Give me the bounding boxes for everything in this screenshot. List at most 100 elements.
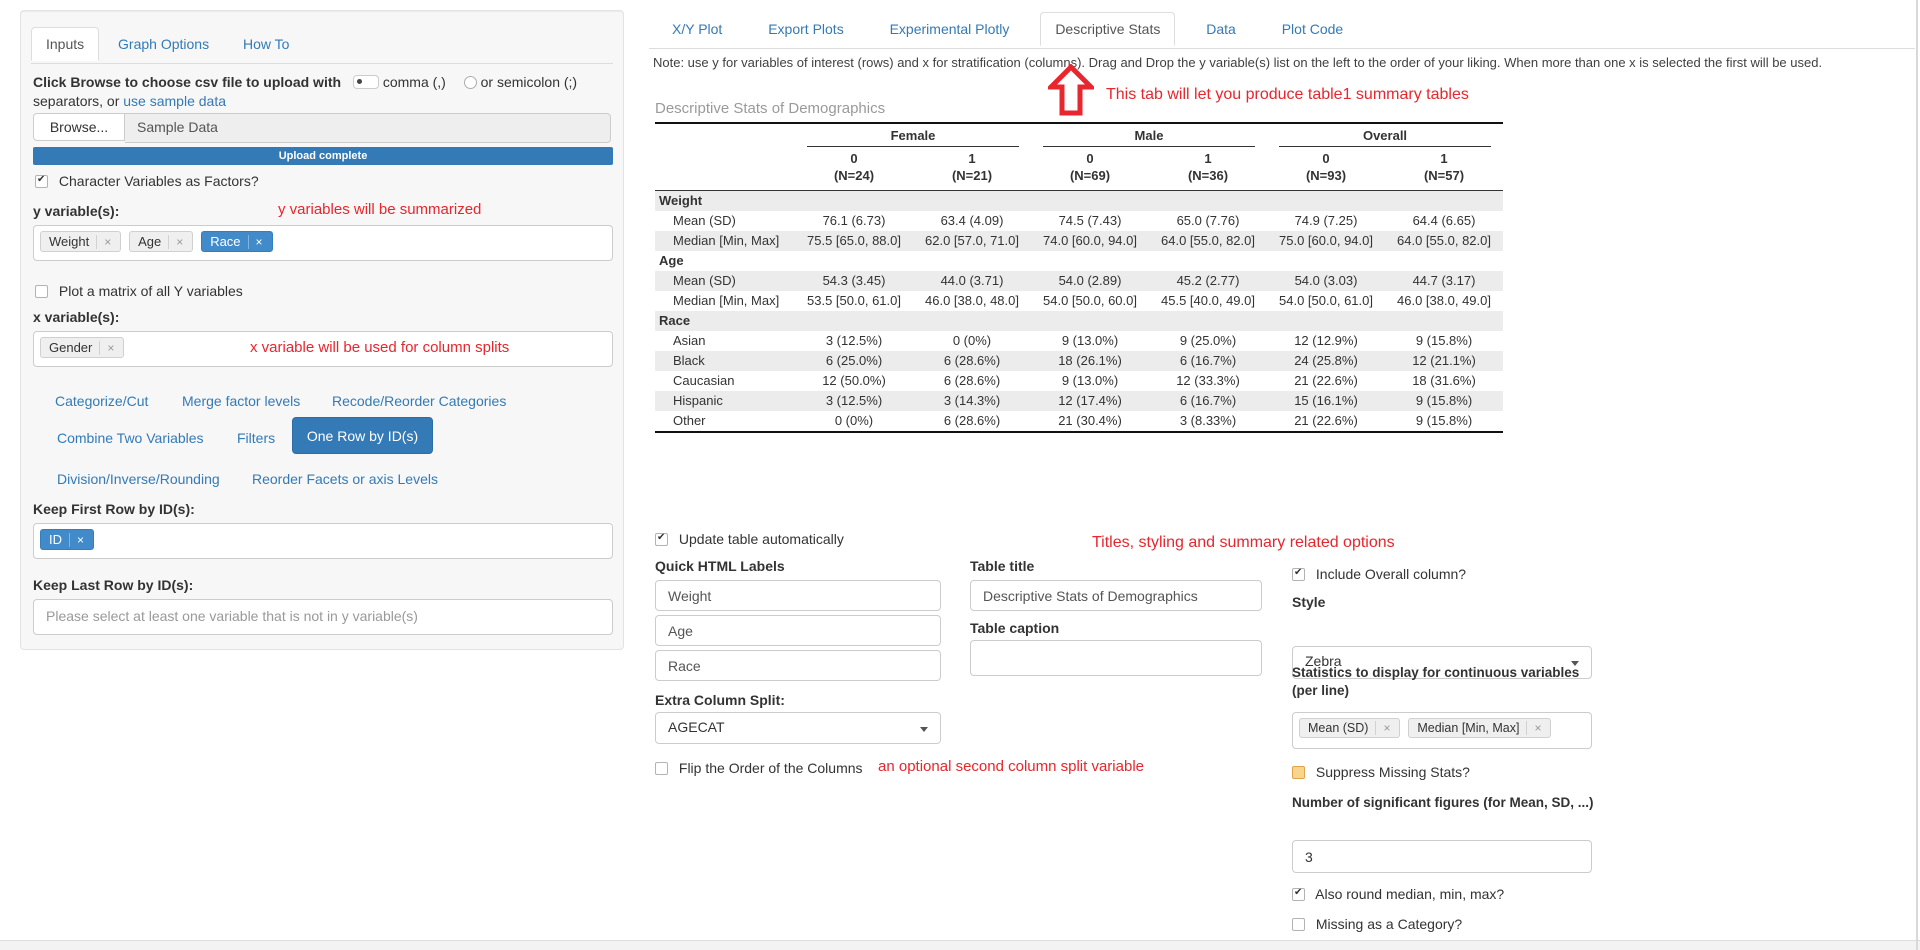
table-row: Mean (SD) 76.1 (6.73) 63.4 (4.09) 74.5 (7.4… [655, 211, 1503, 231]
link-merge-factor-levels[interactable]: Merge factor levels [182, 393, 301, 409]
cell-value: 74.9 (7.25) [1294, 213, 1358, 228]
table-caption-input[interactable] [970, 640, 1262, 676]
link-filters[interactable]: Filters [237, 430, 276, 446]
table-section-row: Race [655, 311, 1503, 331]
tab-descriptive-stats[interactable]: Descriptive Stats [1040, 12, 1176, 46]
plot-matrix-label[interactable]: Plot a matrix of all Y variables [58, 283, 243, 299]
tab-xy-plot[interactable]: X/Y Plot [672, 21, 723, 37]
remove-token-icon[interactable] [99, 341, 122, 355]
remove-token-icon[interactable] [1526, 721, 1549, 735]
use-sample-data-link[interactable]: use sample data [123, 93, 226, 109]
style-select[interactable]: Zebra [1292, 646, 1592, 679]
remove-token-icon[interactable] [69, 533, 92, 547]
tab-experimental-plotly[interactable]: Experimental Plotly [889, 21, 1010, 37]
table-group-row: Female Male Overall [655, 122, 1503, 147]
flip-columns-checkbox[interactable] [655, 762, 668, 775]
char-factors-label[interactable]: Character Variables as Factors? [58, 173, 259, 189]
remove-token-icon[interactable] [96, 235, 119, 249]
remove-token-icon[interactable] [168, 235, 191, 249]
cell-value: 64.4 (6.65) [1412, 213, 1476, 228]
tab-inputs[interactable]: Inputs [31, 27, 100, 61]
table-corner-cell [655, 147, 795, 191]
sigfig-input[interactable] [1292, 840, 1592, 873]
red-up-arrow-icon [1048, 64, 1094, 116]
tab-graph-options[interactable]: Graph Options [118, 36, 210, 52]
quick-label-input-2[interactable] [655, 615, 941, 646]
x-variables-input[interactable]: Gender [33, 331, 613, 367]
y-token-weight[interactable]: Weight [40, 231, 122, 252]
cell-value: 21 (22.6%) [1267, 411, 1385, 433]
tab-data[interactable]: Data [1206, 21, 1236, 37]
tab-export-plots[interactable]: Export Plots [768, 21, 844, 37]
section-label: Age [659, 253, 684, 268]
cell-value: 53.5 [50.0, 61.0] [807, 293, 901, 308]
table-row: Median [Min, Max] 53.5 [50.0, 61.0] 46.0 [… [655, 291, 1503, 311]
char-factors-row: Character Variables as Factors? [35, 173, 259, 189]
remove-token-icon[interactable] [1375, 721, 1398, 735]
row-label: Mean (SD) [673, 273, 736, 288]
inputs-sidebar-panel: Inputs Graph Options How To Click Browse… [20, 10, 624, 650]
link-division-inverse-rounding[interactable]: Division/Inverse/Rounding [57, 471, 220, 487]
token-label: Median [Min, Max] [1417, 721, 1520, 735]
missing-category-row: Missing as a Category? [1292, 916, 1462, 932]
table-row: Black 6 (25.0%) 6 (28.6%) 18 (26.1%) 6 (16.7… [655, 351, 1503, 371]
stats-display-input[interactable]: Mean (SD) Median [Min, Max] [1292, 712, 1592, 749]
missing-category-checkbox[interactable] [1292, 918, 1305, 931]
column-group-header: Overall [1267, 122, 1503, 147]
cell-value: 9 (15.8%) [1415, 333, 1473, 348]
stat-token-median[interactable]: Median [Min, Max] [1408, 718, 1552, 738]
link-recode-reorder[interactable]: Recode/Reorder Categories [332, 393, 507, 409]
update-auto-checkbox[interactable] [655, 532, 668, 546]
suppress-missing-checkbox[interactable] [1292, 766, 1305, 779]
radio-semicolon[interactable] [463, 76, 477, 89]
radio-semicolon-label[interactable]: or semicolon (;) [480, 74, 578, 90]
keep-first-input[interactable]: ID [33, 523, 613, 559]
quick-label-input-1[interactable] [655, 580, 941, 611]
plot-matrix-checkbox[interactable] [35, 285, 48, 298]
id-token[interactable]: ID [40, 529, 95, 550]
extra-split-select[interactable]: AGECAT [655, 712, 941, 744]
cell-value: 18 (31.6%) [1412, 373, 1476, 388]
update-auto-label[interactable]: Update table automatically [678, 531, 844, 547]
keep-last-label: Keep Last Row by ID(s): [33, 577, 194, 593]
tab-plot-code[interactable]: Plot Code [1281, 21, 1344, 37]
include-overall-checkbox[interactable] [1292, 567, 1305, 581]
file-input-group: Browse... Sample Data [33, 113, 613, 143]
y-token-age[interactable]: Age [129, 231, 194, 252]
table-head: Female Male Overall 0 (N=24) 1 (N=21) 0 (N=69) 1(… [655, 122, 1503, 191]
stat-token-mean-sd[interactable]: Mean (SD) [1299, 718, 1401, 738]
link-reorder-facets[interactable]: Reorder Facets or axis Levels [252, 471, 438, 487]
cell-value: 64.0 [55.0, 82.0] [1161, 233, 1255, 248]
cell-value: 21 (22.6%) [1294, 373, 1358, 388]
browse-button[interactable]: Browse... [33, 113, 125, 141]
radio-comma-label[interactable]: comma (,) [382, 74, 446, 90]
cell-value: 12 (21.1%) [1412, 353, 1476, 368]
style-value: Zebra [1305, 653, 1342, 669]
cell-value: 63.4 (4.09) [940, 213, 1004, 228]
keep-last-input[interactable]: Please select at least one variable that… [33, 599, 613, 635]
table-title-input[interactable] [970, 580, 1262, 611]
round-median-checkbox[interactable] [1292, 887, 1305, 901]
suppress-missing-label[interactable]: Suppress Missing Stats? [1315, 764, 1470, 780]
section-label: Weight [659, 193, 703, 208]
flip-columns-label[interactable]: Flip the Order of the Columns [678, 760, 863, 776]
cell-value: 45.5 [40.0, 49.0] [1161, 293, 1255, 308]
link-categorize-cut[interactable]: Categorize/Cut [55, 393, 149, 409]
missing-category-label[interactable]: Missing as a Category? [1315, 916, 1463, 932]
quick-label-input-3[interactable] [655, 650, 941, 681]
horizontal-scrollbar[interactable] [0, 940, 1920, 950]
radio-comma[interactable] [352, 75, 379, 89]
char-factors-checkbox[interactable] [35, 174, 48, 188]
include-overall-label[interactable]: Include Overall column? [1315, 566, 1467, 582]
y-variables-input[interactable]: Weight Age Race [33, 225, 613, 261]
cell-value: 54.0 [50.0, 61.0] [1279, 293, 1373, 308]
x-variables-label: x variable(s): [33, 309, 120, 325]
remove-token-icon[interactable] [247, 235, 270, 249]
x-token-gender[interactable]: Gender [40, 337, 125, 358]
round-median-label[interactable]: Also round median, min, max? [1315, 886, 1505, 902]
y-token-race[interactable]: Race [201, 231, 273, 252]
link-combine-two-variables[interactable]: Combine Two Variables [57, 430, 204, 446]
one-row-by-ids-button[interactable]: One Row by ID(s) [292, 417, 433, 454]
tab-how-to[interactable]: How To [242, 36, 290, 52]
cell-value: 6 (28.6%) [943, 373, 1001, 388]
